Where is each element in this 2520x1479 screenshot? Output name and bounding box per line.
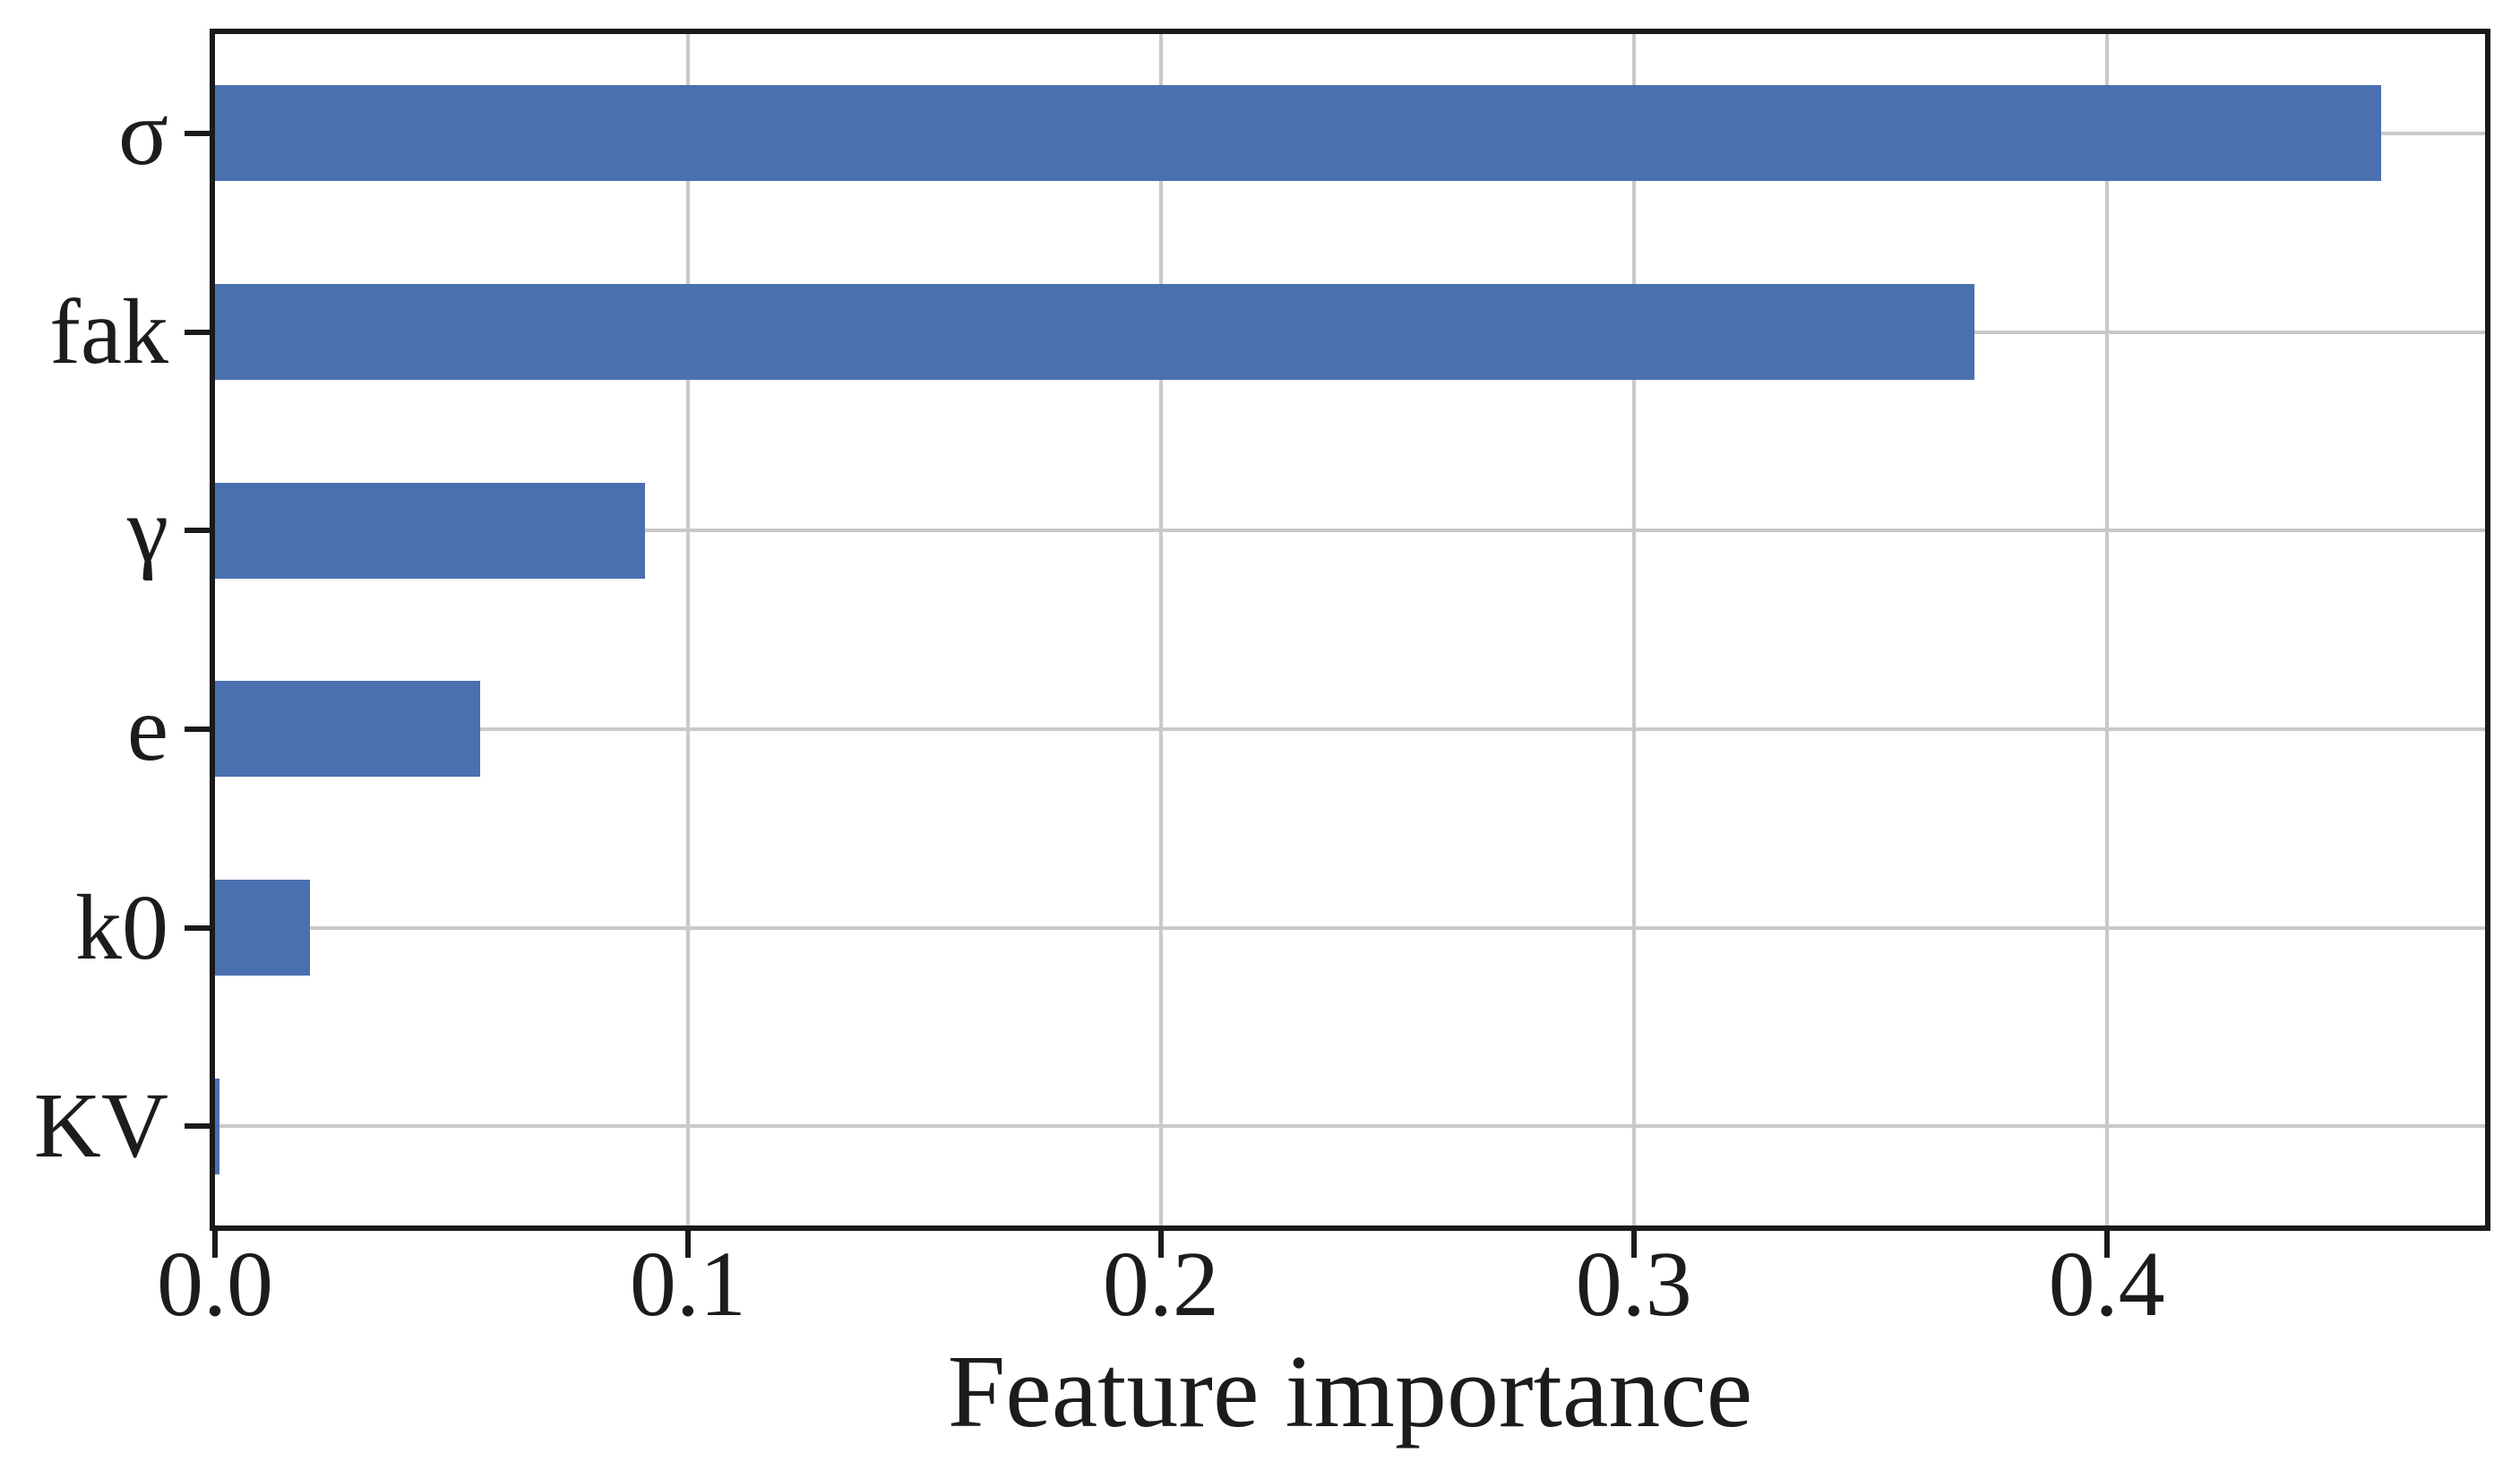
y-tick-mark (185, 130, 210, 136)
bar-γ (215, 482, 646, 579)
gridline-horizontal (215, 529, 2485, 533)
y-tick-label-KV: KV (33, 1074, 168, 1178)
gridline-vertical (1631, 34, 1636, 1225)
gridline-vertical (1158, 34, 1163, 1225)
gridline-horizontal (215, 1124, 2485, 1129)
bar-KV (215, 1078, 220, 1174)
x-tick-mark (2103, 1231, 2110, 1258)
y-tick-label-σ: σ (117, 81, 168, 185)
bar-σ (215, 85, 2381, 182)
x-tick-mark (1157, 1231, 1164, 1258)
gridline-vertical (685, 34, 690, 1225)
x-tick-label-0.1: 0.1 (629, 1233, 746, 1336)
x-axis-title: Feature importance (947, 1335, 1753, 1449)
gridline-vertical (2104, 34, 2109, 1225)
x-tick-mark (684, 1231, 691, 1258)
y-tick-mark (185, 528, 210, 534)
bar-fak (215, 284, 1974, 380)
bar-k0 (215, 880, 310, 976)
x-tick-label-0.0: 0.0 (157, 1233, 273, 1336)
plot-area (210, 29, 2490, 1231)
y-tick-label-k0: k0 (75, 875, 168, 979)
gridline-horizontal (215, 925, 2485, 930)
bar-e (215, 681, 480, 778)
x-tick-label-0.4: 0.4 (2048, 1233, 2165, 1336)
gridline-horizontal (215, 727, 2485, 731)
y-tick-mark (185, 329, 210, 335)
x-tick-mark (212, 1231, 218, 1258)
y-tick-label-γ: γ (127, 478, 168, 582)
y-tick-mark (185, 1123, 210, 1130)
y-tick-mark (185, 924, 210, 931)
y-tick-label-e: e (126, 676, 168, 780)
y-tick-mark (185, 726, 210, 732)
x-tick-label-0.3: 0.3 (1575, 1233, 1692, 1336)
y-tick-label-fak: fak (49, 279, 168, 383)
x-tick-label-0.2: 0.2 (1102, 1233, 1219, 1336)
x-tick-mark (1630, 1231, 1637, 1258)
